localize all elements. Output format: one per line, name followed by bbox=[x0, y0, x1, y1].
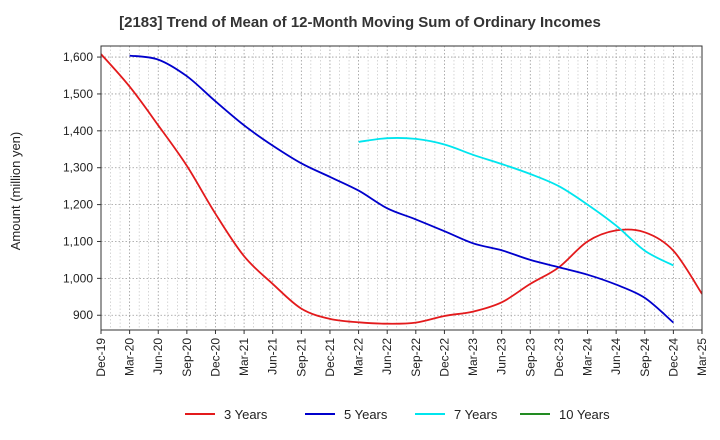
y-axis: 900 1,000 1,100 1,200 1,300 1,400 1,500 1,600 bbox=[63, 50, 101, 322]
legend: 3 Years 5 Years 7 Years 10 Years bbox=[185, 407, 610, 422]
x-axis: Dec-19 Mar-20 Jun-20 Sep-20 Dec-20 Mar-21 Jun-… bbox=[94, 330, 709, 377]
series-group bbox=[101, 53, 702, 325]
y-axis-title: Amount (million yen) bbox=[8, 132, 23, 251]
x-tick-label: Mar-20 bbox=[123, 338, 137, 376]
series-line-5-years bbox=[129, 54, 674, 324]
y-tick-label: 1,300 bbox=[63, 161, 93, 175]
x-tick-label: Mar-23 bbox=[466, 338, 480, 376]
x-tick-label: Jun-23 bbox=[495, 338, 509, 375]
y-tick-label: 1,100 bbox=[63, 234, 93, 248]
x-tick-label: Sep-20 bbox=[180, 338, 194, 377]
x-tick-label: Dec-19 bbox=[94, 338, 108, 377]
y-tick-label: 900 bbox=[73, 308, 93, 322]
grid bbox=[100, 46, 703, 330]
chart-title: [2183] Trend of Mean of 12-Month Moving … bbox=[119, 14, 601, 31]
y-tick-label: 1,000 bbox=[63, 271, 93, 285]
x-tick-label: Sep-21 bbox=[294, 338, 308, 377]
x-tick-label: Sep-22 bbox=[409, 338, 423, 377]
x-tick-label: Jun-21 bbox=[266, 338, 280, 375]
x-tick-label: Dec-22 bbox=[437, 338, 451, 377]
plot-area bbox=[101, 46, 702, 330]
x-tick-label: Jun-20 bbox=[151, 338, 165, 375]
legend-label-10-years: 10 Years bbox=[559, 407, 610, 422]
legend-label-5-years: 5 Years bbox=[344, 407, 388, 422]
plot-frame bbox=[100, 45, 703, 331]
x-tick-label: Dec-23 bbox=[552, 338, 566, 377]
x-tick-label: Sep-24 bbox=[638, 338, 652, 377]
series-line-7-years bbox=[358, 137, 674, 267]
x-tick-label: Dec-21 bbox=[323, 338, 337, 377]
series-line-3-years bbox=[101, 53, 702, 325]
x-tick-label: Jun-22 bbox=[380, 338, 394, 375]
y-tick-label: 1,200 bbox=[63, 198, 93, 212]
y-tick-label: 1,500 bbox=[63, 87, 93, 101]
x-tick-label: Jun-24 bbox=[609, 338, 623, 375]
x-tick-label: Mar-21 bbox=[237, 338, 251, 376]
x-tick-label: Dec-24 bbox=[666, 338, 680, 377]
legend-label-3-years: 3 Years bbox=[224, 407, 268, 422]
x-tick-label: Mar-24 bbox=[581, 338, 595, 376]
y-tick-label: 1,600 bbox=[63, 50, 93, 64]
x-tick-label: Mar-25 bbox=[695, 338, 709, 376]
x-tick-label: Dec-20 bbox=[208, 338, 222, 377]
y-tick-label: 1,400 bbox=[63, 124, 93, 138]
x-tick-label: Mar-22 bbox=[352, 338, 366, 376]
x-tick-label: Sep-23 bbox=[523, 338, 537, 377]
legend-label-7-years: 7 Years bbox=[454, 407, 498, 422]
